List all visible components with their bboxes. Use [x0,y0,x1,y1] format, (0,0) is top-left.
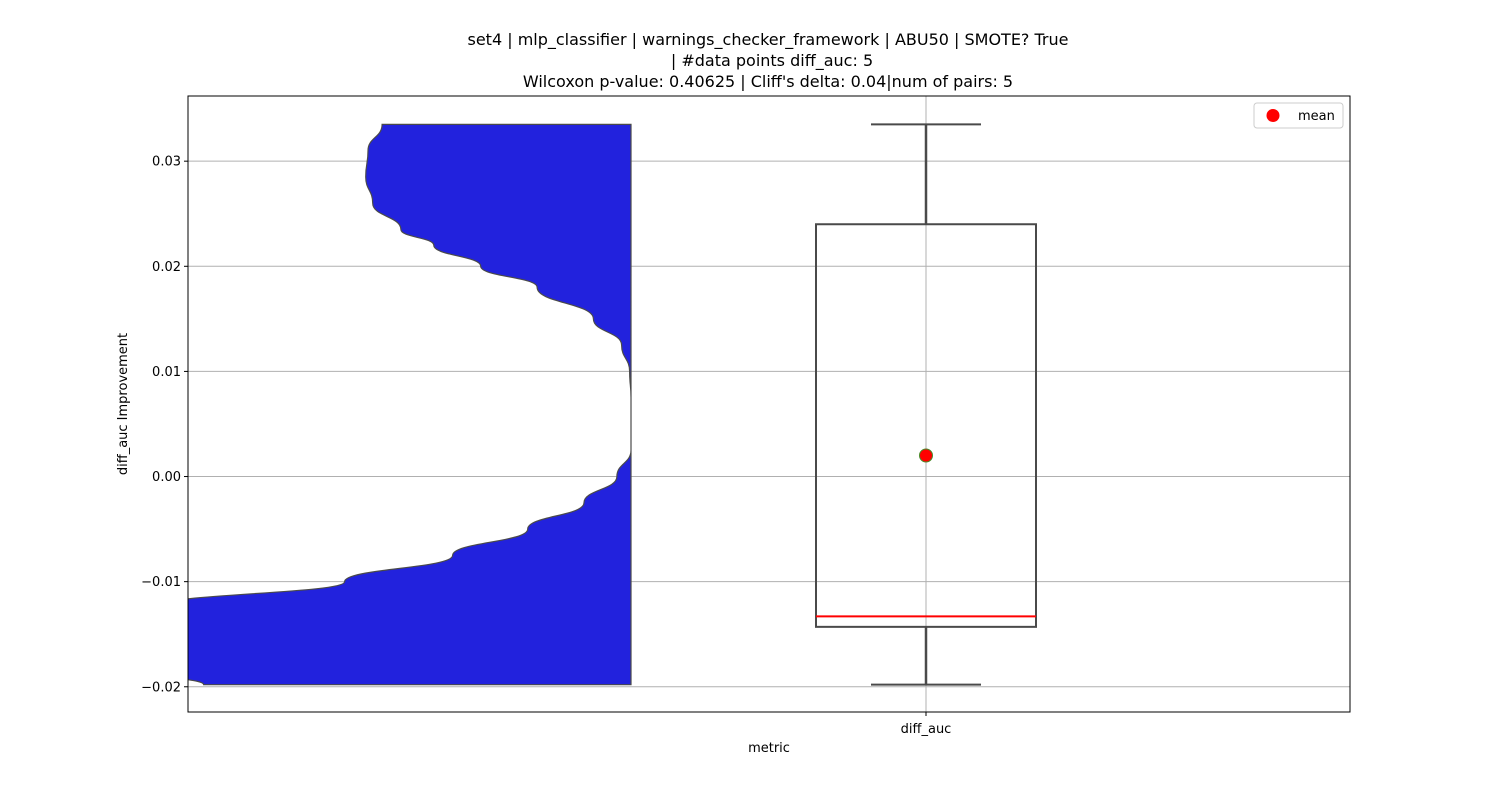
x-axis-label: metric [748,741,790,756]
plot-frame [187,95,1351,713]
x-tick-label: diff_auc [901,722,952,737]
chart-title-line-3: Wilcoxon p-value: 0.40625 | Cliff's delt… [522,72,1014,91]
y-tick-label: 0.00 [152,470,181,485]
boxplot-group [815,123,1037,686]
violin-group [188,123,632,686]
y-tick-label: 0.03 [152,155,181,170]
y-tick-label: −0.02 [141,680,181,695]
chart-title-line-1: set4 | mlp_classifier | warnings_checker… [467,30,1069,49]
chart-title-line-2: | #data points diff_auc: 5 [670,51,874,70]
y-tick-label: 0.01 [152,365,181,380]
legend: mean [1253,102,1344,129]
legend-box [1253,102,1344,129]
legend-mean-label: mean [1298,109,1335,124]
y-axis-label: diff_auc Improvement [116,333,131,475]
axis-ticks: −0.02 −0.01 0.00 0.01 0.02 0.03 diff_auc [141,155,951,737]
y-tick-label: 0.02 [152,260,181,275]
y-tick-label: −0.01 [141,575,181,590]
violin-body [188,123,632,686]
legend-mean-marker [1266,109,1280,122]
mean-marker [919,448,933,463]
